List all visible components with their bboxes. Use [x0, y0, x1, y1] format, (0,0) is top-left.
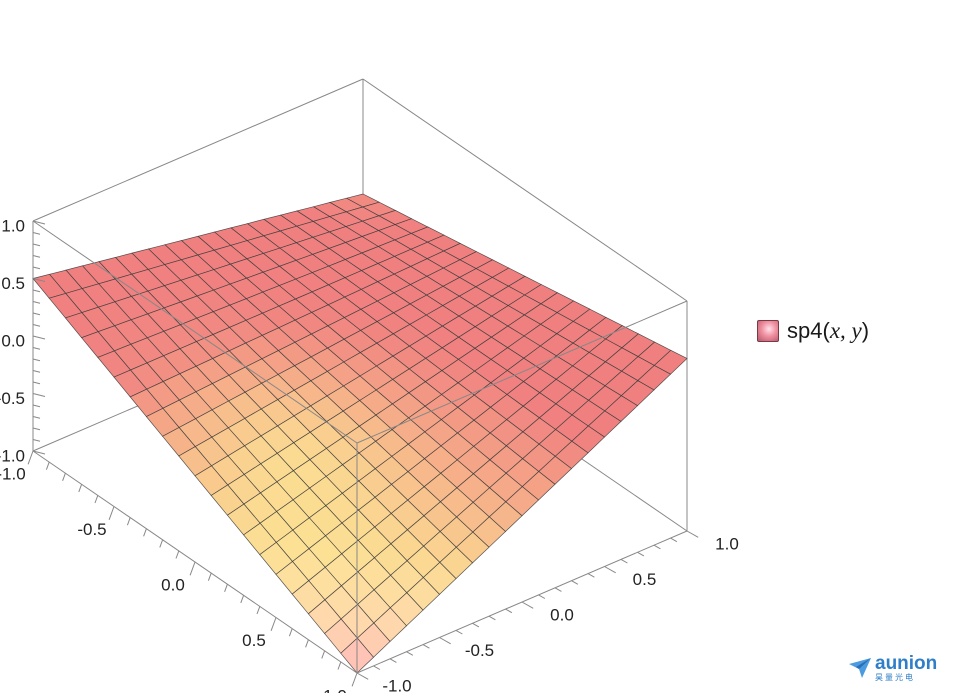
y-tick-label: -0.5	[465, 641, 494, 660]
legend-swatch	[757, 320, 779, 342]
axis-tick	[27, 450, 34, 465]
axis-tick	[32, 358, 41, 362]
axis-tick	[637, 551, 645, 557]
axis-tick	[373, 665, 381, 670]
axis-tick	[207, 572, 212, 581]
axis-tick	[256, 606, 261, 615]
axis-tick	[356, 672, 369, 680]
axis-tick	[439, 637, 451, 645]
axis-tick	[224, 584, 228, 592]
axis-ticks	[27, 220, 699, 687]
axis-tick	[32, 335, 46, 340]
y-tick-label: 0.5	[633, 570, 657, 589]
axis-tick	[337, 661, 342, 670]
axis-tick	[505, 608, 513, 614]
watermark-subtitle: 昊量光电	[875, 673, 915, 682]
box-edge	[32, 220, 358, 444]
x-tick-label: -1.0	[0, 464, 26, 483]
axis-tick	[32, 427, 41, 431]
axis-tick	[321, 650, 326, 659]
axis-tick	[488, 615, 496, 621]
axis-tick	[604, 566, 616, 574]
axis-tick	[288, 628, 293, 637]
axis-tick	[32, 301, 41, 304]
x-tick-label: 0.5	[242, 631, 266, 650]
axis-tick	[389, 658, 397, 663]
axis-tick	[62, 473, 66, 481]
axis-tick	[159, 539, 164, 548]
axis-tick-labels: -1.0 -0.5 0.0 0.5 1.0 -1.0 -0.5 0.0 0.5 1.0 -1.0 -0…	[0, 216, 739, 693]
z-tick-label: -1.0	[0, 446, 25, 465]
axis-tick	[686, 530, 699, 538]
x-tick-label: 0.0	[161, 575, 185, 594]
axis-tick	[653, 544, 661, 550]
axis-tick	[94, 495, 99, 504]
axis-tick	[270, 617, 277, 631]
axis-tick	[521, 601, 534, 609]
legend: sp4(x, y)	[757, 318, 869, 344]
axis-tick	[32, 278, 46, 282]
axis-tick	[587, 573, 595, 578]
axis-tick	[32, 289, 41, 293]
box-edge	[356, 300, 688, 444]
axis-tick	[305, 639, 309, 648]
axis-tick	[32, 404, 41, 408]
x-tick-label: -0.5	[77, 520, 106, 539]
box-edge	[32, 78, 364, 222]
axis-tick	[32, 243, 41, 247]
z-tick-label: 0.5	[1, 274, 25, 293]
axis-tick	[455, 629, 463, 635]
axis-tick	[571, 580, 579, 585]
watermark-logo: aunion 昊量光电	[848, 654, 937, 682]
axis-tick	[32, 220, 46, 225]
axis-tick	[189, 561, 196, 576]
axis-tick	[472, 622, 480, 628]
y-tick-label: 1.0	[715, 534, 739, 553]
axis-tick	[126, 517, 131, 526]
axis-tick	[32, 370, 41, 373]
axis-tick	[422, 644, 430, 649]
y-tick-label: -1.0	[382, 676, 411, 693]
axis-tick	[351, 672, 358, 687]
axis-tick	[620, 558, 628, 564]
axis-tick	[143, 528, 147, 537]
axis-tick	[32, 232, 41, 235]
legend-label: sp4(x, y)	[787, 318, 870, 343]
box-edge	[362, 78, 688, 302]
axis-tick	[32, 381, 41, 385]
axis-tick	[32, 312, 41, 316]
x-tick-label: 1.0	[323, 686, 347, 693]
surface-mesh	[32, 193, 688, 674]
axis-tick	[32, 347, 41, 350]
z-tick-label: 1.0	[1, 216, 25, 235]
axis-tick	[32, 255, 41, 258]
y-tick-label: 0.0	[550, 605, 574, 624]
axis-tick	[538, 594, 546, 599]
axis-tick	[406, 651, 414, 656]
axis-tick	[32, 416, 41, 419]
axis-tick	[32, 450, 46, 455]
axis-tick	[175, 550, 180, 559]
axis-tick	[32, 393, 46, 397]
paper-plane-icon	[849, 658, 871, 678]
axis-tick	[670, 537, 678, 543]
axis-tick	[240, 595, 245, 604]
z-tick-label: 0.0	[1, 331, 25, 350]
axis-tick	[32, 266, 41, 270]
axis-tick	[32, 439, 41, 442]
axis-tick	[78, 484, 83, 493]
z-tick-label: -0.5	[0, 389, 25, 408]
axis-tick	[45, 461, 50, 470]
watermark-name: aunion	[875, 653, 938, 674]
axis-tick	[554, 587, 562, 592]
axis-tick	[32, 324, 41, 327]
axis-tick	[108, 506, 115, 520]
